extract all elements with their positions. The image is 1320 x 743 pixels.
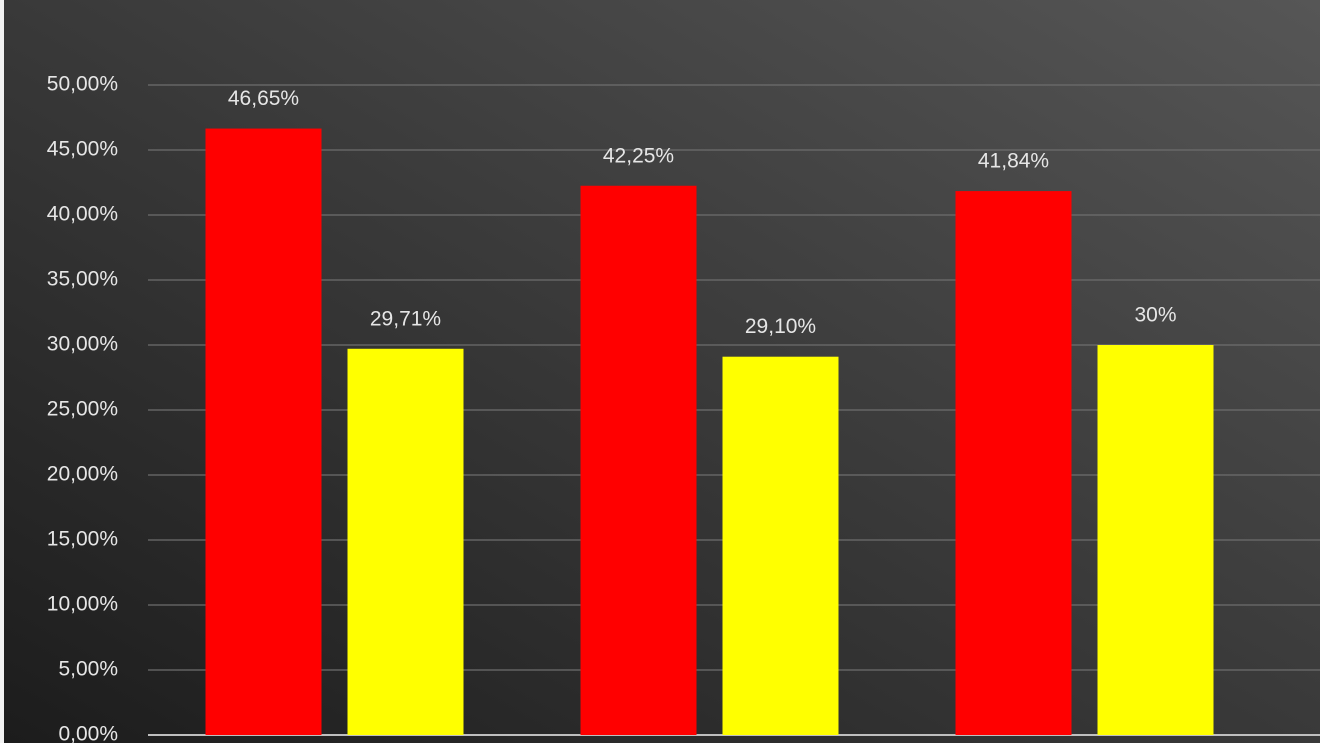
bar [347,348,464,735]
value-label: 46,65% [228,87,299,110]
y-tick-label: 40,00% [47,203,118,226]
bar [1097,345,1214,735]
value-label: 30% [1134,304,1176,327]
value-label: 29,71% [370,307,441,330]
y-tick-label: 25,00% [47,398,118,421]
y-tick-label: 35,00% [47,268,118,291]
y-tick-label: 5,00% [58,658,118,681]
y-tick-label: 15,00% [47,528,118,551]
value-label: 41,84% [978,150,1049,173]
y-tick-label: 10,00% [47,593,118,616]
y-tick-label: 45,00% [47,138,118,161]
y-tick-label: 30,00% [47,333,118,356]
value-label: 29,10% [745,315,816,338]
y-tick-label: 50,00% [47,73,118,96]
bar [722,356,839,735]
bar [580,185,697,735]
y-tick-label: 0,00% [58,723,118,743]
bar [205,128,322,736]
edge-strip [0,0,4,743]
value-label: 42,25% [603,144,674,167]
y-tick-label: 20,00% [47,463,118,486]
bar [955,191,1072,735]
